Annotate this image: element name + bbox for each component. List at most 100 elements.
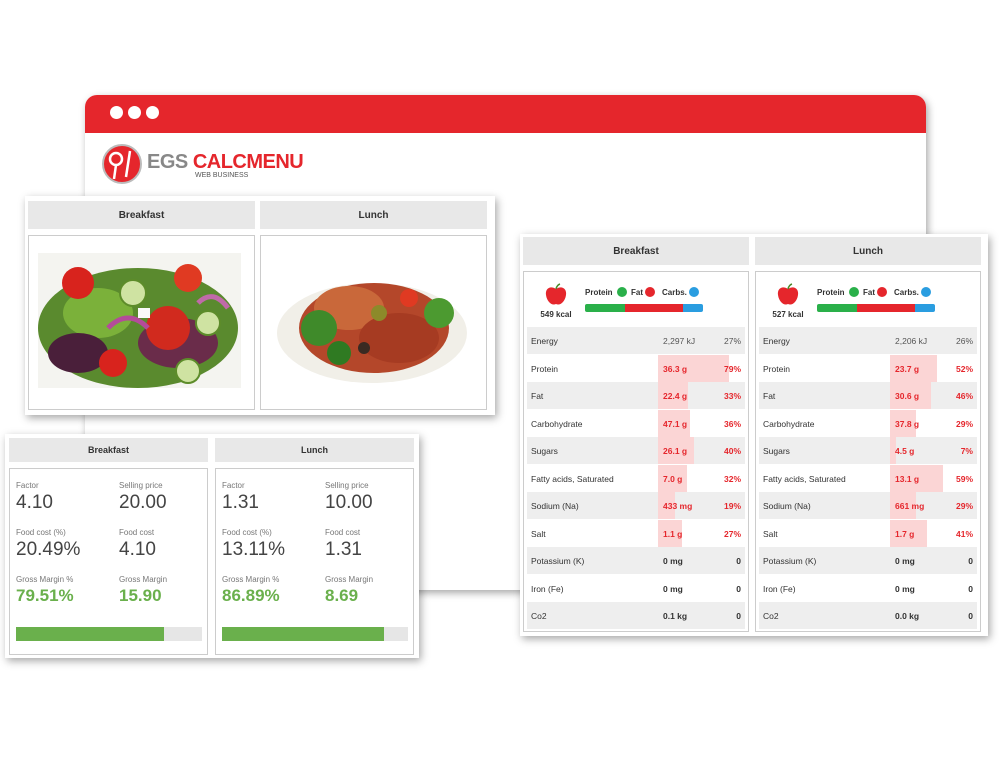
leaf <box>787 283 793 290</box>
nutrient-row: Potassium (K) 0 mg 0 <box>527 547 745 574</box>
nutrient-pct: 27% <box>723 336 741 346</box>
nutrient-value: 0 mg <box>663 556 683 566</box>
card-header: Lunch <box>260 201 487 229</box>
field-label: Gross Margin % <box>16 575 74 584</box>
nutrient-pct: 7% <box>960 446 973 456</box>
nutrient-value: 1.1 g <box>663 528 683 539</box>
pct-bar <box>890 382 932 409</box>
pct-bar <box>890 519 927 547</box>
legend-label: Carbs. <box>894 288 919 297</box>
macro-segment <box>857 304 915 312</box>
nutrient-pct: 26% <box>955 336 973 346</box>
nutrient-pct: 0 <box>968 611 973 621</box>
nutrient-pct: 40% <box>723 446 741 456</box>
cost-panel: Breakfast Factor 4.10 Selling price 20.00 Foo… <box>5 434 419 658</box>
kcal: 527 kcal <box>772 310 804 319</box>
nutrient-value: 1.7 g <box>895 528 915 539</box>
field-label: Food cost <box>325 528 361 537</box>
nutrient-value: 37.8 g <box>895 418 920 429</box>
pct-bar <box>658 492 676 519</box>
nutrient-value: 22.4 g <box>663 391 688 401</box>
logo-icon <box>102 144 142 184</box>
legend-dot <box>645 287 655 297</box>
nutrient-name: Carbohydrate <box>763 418 815 429</box>
nutrition-panel: Breakfast 549 kcal Protein Fat Carbs. Energy 2… <box>520 234 988 636</box>
apple-icon <box>545 283 567 305</box>
nutrient-row: Fat 22.4 g 33% <box>527 382 745 409</box>
photo-art <box>38 253 241 388</box>
nutrient-name: Co2 <box>763 611 779 621</box>
apple <box>545 287 567 305</box>
field-value: 10.00 <box>325 492 373 513</box>
field-label: Factor <box>16 481 39 490</box>
nutrient-name: Fat <box>531 391 544 401</box>
nutrient-pct: 41% <box>955 528 973 539</box>
nutrient-row: Potassium (K) 0 mg 0 <box>759 547 977 574</box>
legend-label: Protein <box>585 288 613 297</box>
margin-track <box>16 627 202 641</box>
nutrient-row: Iron (Fe) 0 mg 0 <box>759 574 977 602</box>
nutrient-name: Salt <box>763 528 778 539</box>
food-photo <box>269 253 476 388</box>
nutrient-row: Sodium (Na) 661 mg 29% <box>759 492 977 519</box>
legend-dot <box>689 287 699 297</box>
photo-art <box>269 253 476 388</box>
legend-label: Fat <box>863 288 875 297</box>
margin-bar <box>16 627 164 641</box>
nutrient-row: Co2 0.0 kg 0 <box>759 602 977 629</box>
nutrient-value: 2,297 kJ <box>663 336 696 346</box>
nutrient-row: Carbohydrate 37.8 g 29% <box>759 409 977 437</box>
nutrient-value: 4.5 g <box>895 446 915 456</box>
nutrient-name: Energy <box>763 336 790 346</box>
field-label: Gross Margin <box>119 575 168 584</box>
nutrient-name: Potassium (K) <box>531 556 585 566</box>
field-value: 1.31 <box>325 539 362 560</box>
nutrient-pct: 36% <box>723 418 741 429</box>
nutrient-name: Co2 <box>531 611 547 621</box>
nutrient-row: Fatty acids, Saturated 13.1 g 59% <box>759 464 977 492</box>
nutrient-value: 0 mg <box>663 583 683 594</box>
nutrient-value: 26.1 g <box>663 446 688 456</box>
macro-segment <box>915 304 935 312</box>
legend-dot <box>877 287 887 297</box>
pct-bar <box>658 382 688 409</box>
nutrient-pct: 29% <box>955 418 973 429</box>
field-label: Factor <box>222 481 245 490</box>
field-label: Food cost (%) <box>222 528 272 537</box>
nutrient-pct: 19% <box>723 501 741 511</box>
field-label: Gross Margin % <box>222 575 280 584</box>
pct-bar <box>890 464 944 492</box>
card-header: Lunch <box>215 438 414 462</box>
pct-bar <box>658 354 730 382</box>
nutrient-pct: 0 <box>736 556 741 566</box>
legend-label: Protein <box>817 288 845 297</box>
card-header: Lunch <box>755 237 981 265</box>
legend-label: Fat <box>631 288 643 297</box>
pct-bar <box>890 437 897 464</box>
nutrient-row: Salt 1.7 g 41% <box>759 519 977 547</box>
nutrient-row: Fat 30.6 g 46% <box>759 382 977 409</box>
field-value: 20.00 <box>119 492 167 513</box>
field-value: 79.51% <box>16 586 74 605</box>
field-value: 1.31 <box>222 492 259 513</box>
logo-brand: EGS <box>147 151 188 173</box>
browser-bar <box>85 95 926 133</box>
nutrient-name: Iron (Fe) <box>763 583 796 594</box>
kcal: 549 kcal <box>540 310 572 319</box>
nutrition-card: 527 kcal Protein Fat Carbs. Energy 2,206 kJ 26… <box>755 271 981 632</box>
nutrient-pct: 33% <box>723 391 741 401</box>
pct-bar <box>658 464 687 492</box>
nutrient-name: Sugars <box>763 446 790 456</box>
nutrient-value: 433 mg <box>663 501 693 511</box>
nutrient-name: Protein <box>763 363 790 374</box>
nutrient-pct: 0 <box>968 556 973 566</box>
nutrient-value: 661 mg <box>895 501 925 511</box>
nutrient-value: 0 mg <box>895 583 915 594</box>
dot <box>146 106 159 119</box>
card-header: Breakfast <box>28 201 255 229</box>
nutrient-name: Fatty acids, Saturated <box>763 473 846 484</box>
pct-bar <box>658 437 694 464</box>
nutrient-row: Sugars 4.5 g 7% <box>759 437 977 464</box>
dot <box>110 106 123 119</box>
